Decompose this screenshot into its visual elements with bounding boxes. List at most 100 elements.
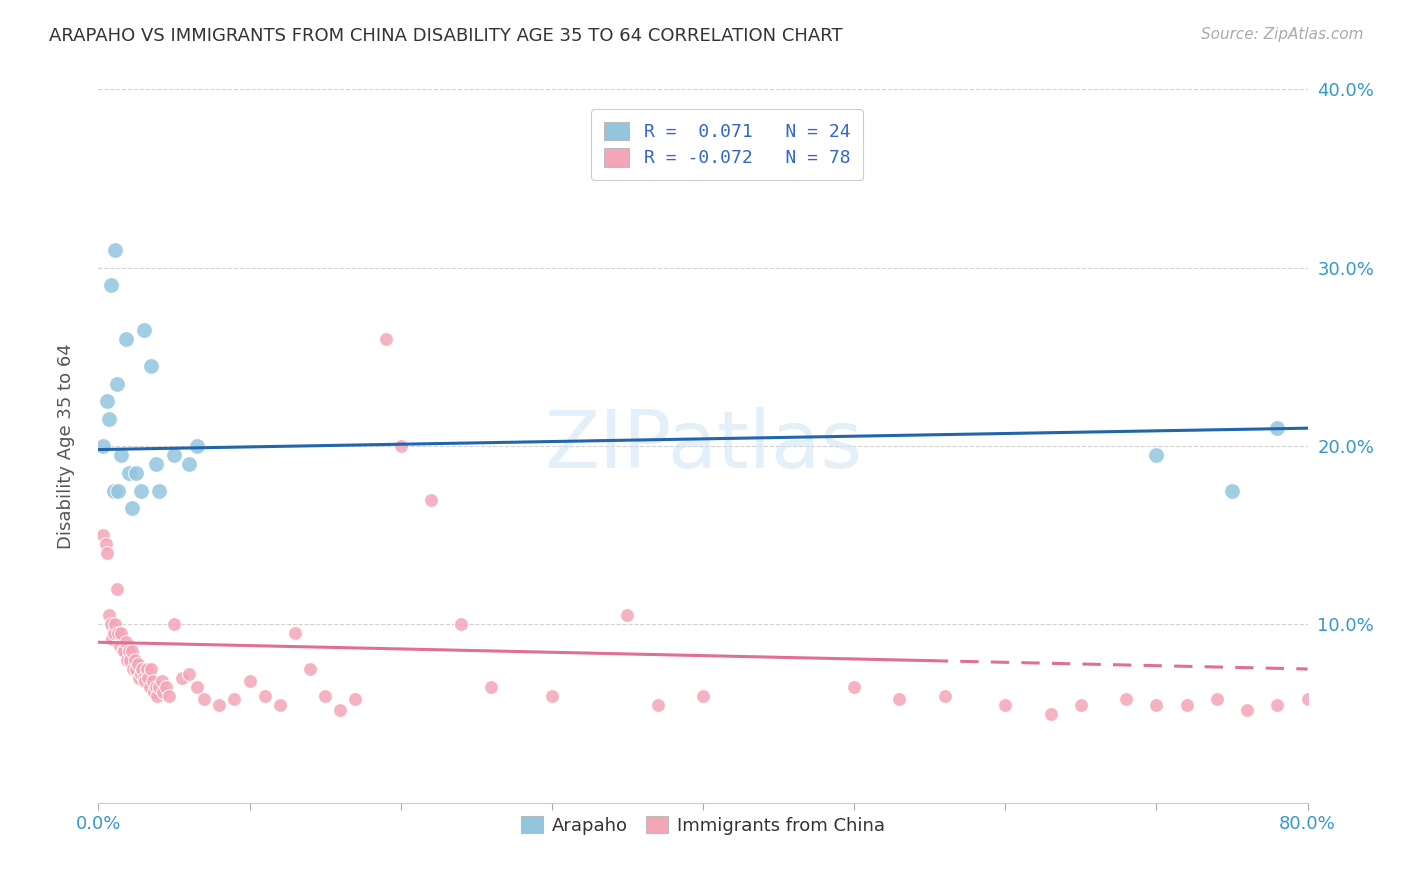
Legend: Arapaho, Immigrants from China: Arapaho, Immigrants from China [512,807,894,844]
Point [125,662,148,676]
Point [239,674,262,689]
Point [1175,698,1198,712]
Point [132,671,155,685]
Point [1236,703,1258,717]
Point [105,376,128,391]
Point [1267,698,1289,712]
Point [1070,698,1092,712]
Point [1220,483,1243,498]
Point [104,617,127,632]
Point [299,662,322,676]
Point [284,626,307,640]
Point [155,680,177,694]
Point [269,698,291,712]
Point [96,394,118,409]
Point [103,483,125,498]
Point [132,323,155,337]
Point [224,692,246,706]
Point [1144,698,1167,712]
Point [100,617,122,632]
Point [1144,448,1167,462]
Point [450,617,472,632]
Point [118,466,141,480]
Point [121,644,143,658]
Point [186,680,208,694]
Point [121,501,143,516]
Text: Source: ZipAtlas.com: Source: ZipAtlas.com [1201,27,1364,42]
Point [148,680,170,694]
Point [104,243,127,257]
Text: ARAPAHO VS IMMIGRANTS FROM CHINA DISABILITY AGE 35 TO 64 CORRELATION CHART: ARAPAHO VS IMMIGRANTS FROM CHINA DISABIL… [49,27,842,45]
Point [141,662,163,676]
Point [91,528,114,542]
Point [141,359,163,373]
Point [127,657,149,671]
Point [134,674,156,689]
Point [114,635,136,649]
Point [329,703,352,717]
Point [540,689,562,703]
Point [253,689,276,703]
Point [179,457,201,471]
Point [122,662,145,676]
Point [115,653,138,667]
Point [186,439,208,453]
Point [103,626,125,640]
Point [131,662,153,676]
Point [98,412,121,426]
Point [647,698,669,712]
Point [143,685,166,699]
Point [374,332,396,346]
Point [135,662,157,676]
Point [111,644,134,658]
Point [139,680,162,694]
Point [100,278,122,293]
Point [616,608,638,623]
Point [481,680,503,694]
Point [844,680,866,694]
Point [107,626,129,640]
Point [128,671,150,685]
Point [124,653,146,667]
Point [163,448,186,462]
Point [179,667,201,681]
Point [145,457,167,471]
Point [1039,706,1062,721]
Point [118,644,141,658]
Point [108,639,131,653]
Point [420,492,443,507]
Point [129,667,152,681]
Point [1296,692,1319,706]
Point [889,692,911,706]
Y-axis label: Disability Age 35 to 64: Disability Age 35 to 64 [56,343,75,549]
Point [994,698,1017,712]
Point [692,689,714,703]
Point [91,439,114,453]
Point [145,680,167,694]
Point [150,674,173,689]
Point [193,692,215,706]
Point [136,671,159,685]
Point [152,685,174,699]
Point [1267,421,1289,435]
Point [96,546,118,560]
Point [110,626,132,640]
Point [94,537,117,551]
Point [114,332,136,346]
Point [146,689,169,703]
Point [105,582,128,596]
Point [148,483,170,498]
Point [1206,692,1229,706]
Point [208,698,231,712]
Point [934,689,956,703]
Point [101,632,124,646]
Point [129,483,152,498]
Point [163,617,186,632]
Point [120,653,142,667]
Point [159,689,181,703]
Point [142,674,165,689]
Point [112,644,135,658]
Point [125,466,148,480]
Point [110,448,132,462]
Point [1115,692,1137,706]
